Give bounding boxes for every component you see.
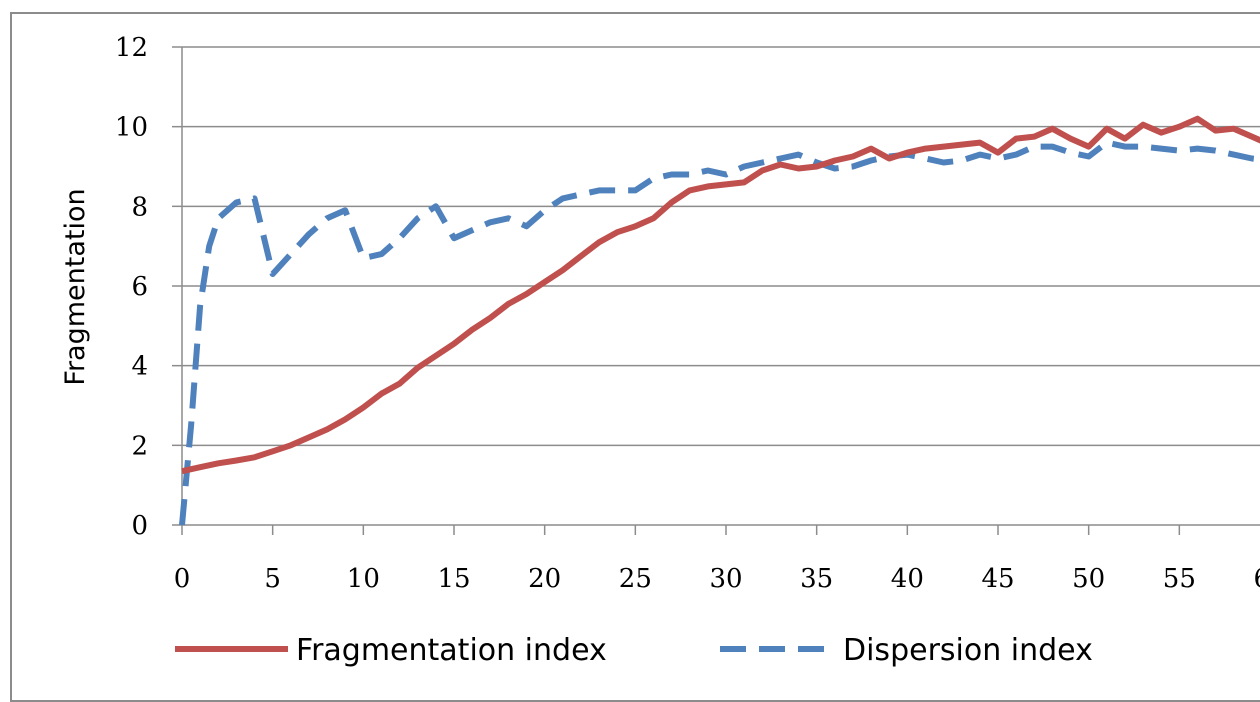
legend: Fragmentation index Dispersion index	[175, 633, 1093, 668]
y-tick-label: 4	[131, 352, 148, 382]
x-tick-labels: 0 5 10 15 20 25 30 35 40 45 50 55 60	[174, 564, 1260, 594]
x-tick-label: 60	[1253, 564, 1260, 594]
y-tick-label: 10	[115, 113, 148, 143]
x-tick-label: 50	[1072, 564, 1105, 594]
y-tick-labels: 0 2 4 6 8 10 12	[115, 33, 148, 541]
y-tick-label: 8	[131, 192, 148, 222]
x-tick-label: 25	[619, 564, 652, 594]
series-lines	[179, 115, 1260, 526]
x-tick-label: 15	[437, 564, 470, 594]
y-tick-label: 6	[131, 272, 148, 302]
y-tick-label: 0	[131, 511, 148, 541]
series-line-dispersion-index	[179, 139, 1260, 526]
y-tick-label: 2	[131, 431, 148, 461]
x-tick-label: 40	[891, 564, 924, 594]
legend-label-dispersion: Dispersion index	[843, 633, 1093, 668]
x-tick-label: 5	[264, 564, 281, 594]
x-tick-label: 10	[347, 564, 380, 594]
legend-label-fragmentation: Fragmentation index	[296, 633, 607, 668]
y-tick-label: 12	[115, 33, 148, 63]
x-tick-label: 30	[709, 564, 742, 594]
x-tick-label: 55	[1163, 564, 1196, 594]
series-line-fragmentation-index	[181, 115, 1260, 475]
axes	[172, 46, 1260, 535]
gridlines	[182, 46, 1260, 447]
y-axis-title: Fragmentation	[60, 188, 91, 385]
x-tick-label: 35	[800, 564, 833, 594]
x-tick-label: 45	[981, 564, 1014, 594]
x-tick-label: 0	[174, 564, 191, 594]
x-tick-label: 20	[528, 564, 561, 594]
